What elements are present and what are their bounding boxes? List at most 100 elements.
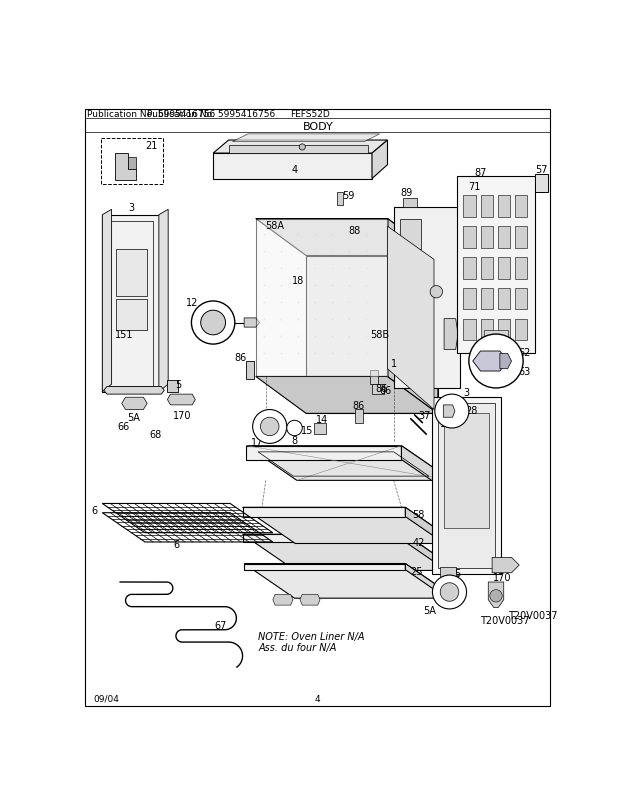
Circle shape: [201, 311, 226, 335]
Text: 62: 62: [518, 347, 531, 358]
Text: 16: 16: [264, 421, 275, 430]
Polygon shape: [432, 398, 502, 574]
Polygon shape: [244, 564, 456, 598]
Text: 8: 8: [291, 435, 298, 446]
Polygon shape: [159, 210, 168, 392]
Text: 3: 3: [464, 387, 469, 397]
Text: 151: 151: [440, 418, 459, 428]
Text: 5A: 5A: [423, 605, 436, 615]
Polygon shape: [515, 227, 527, 249]
Polygon shape: [167, 381, 179, 392]
Text: 28: 28: [465, 405, 477, 415]
Text: 63: 63: [518, 367, 531, 377]
Text: 58: 58: [412, 509, 425, 520]
Circle shape: [469, 334, 523, 388]
Circle shape: [192, 302, 235, 345]
Polygon shape: [213, 154, 372, 180]
Polygon shape: [497, 289, 510, 310]
Polygon shape: [443, 405, 455, 418]
Text: 15: 15: [301, 426, 313, 435]
Text: 88: 88: [349, 226, 361, 236]
Polygon shape: [104, 387, 164, 395]
Text: 42: 42: [412, 537, 425, 547]
Text: T20V0037: T20V0037: [508, 610, 557, 620]
Polygon shape: [273, 594, 293, 606]
Polygon shape: [403, 199, 417, 208]
Polygon shape: [463, 196, 476, 218]
Polygon shape: [515, 196, 527, 218]
Polygon shape: [117, 250, 148, 296]
Polygon shape: [400, 289, 421, 311]
Ellipse shape: [428, 241, 444, 267]
Polygon shape: [480, 227, 493, 249]
Polygon shape: [458, 177, 534, 354]
Polygon shape: [337, 192, 342, 205]
Polygon shape: [102, 216, 159, 392]
Polygon shape: [400, 219, 421, 250]
Text: 89: 89: [401, 188, 413, 197]
Text: 170: 170: [173, 411, 192, 420]
Text: Publication No: 5995416756: Publication No: 5995416756: [148, 110, 275, 119]
Polygon shape: [355, 409, 363, 423]
Polygon shape: [489, 582, 503, 608]
Polygon shape: [255, 219, 388, 377]
Polygon shape: [372, 385, 384, 395]
Polygon shape: [402, 446, 452, 495]
Polygon shape: [500, 354, 511, 369]
Text: 58B: 58B: [370, 330, 389, 339]
Polygon shape: [371, 371, 378, 385]
Circle shape: [286, 421, 303, 436]
Polygon shape: [484, 330, 508, 345]
Text: 68: 68: [149, 430, 161, 439]
Polygon shape: [497, 196, 510, 218]
Polygon shape: [388, 219, 438, 414]
Circle shape: [440, 583, 459, 602]
Polygon shape: [115, 154, 136, 180]
Polygon shape: [247, 446, 402, 460]
Polygon shape: [405, 535, 458, 578]
Polygon shape: [244, 318, 260, 328]
Text: 87: 87: [474, 168, 487, 178]
Polygon shape: [497, 319, 510, 341]
Polygon shape: [463, 289, 476, 310]
Polygon shape: [497, 227, 510, 249]
Text: 67: 67: [215, 620, 227, 630]
Polygon shape: [515, 257, 527, 279]
Polygon shape: [232, 135, 379, 143]
Polygon shape: [128, 158, 136, 169]
Polygon shape: [405, 508, 458, 553]
Circle shape: [435, 395, 469, 428]
Text: NOTE: Oven Liner N/A: NOTE: Oven Liner N/A: [258, 630, 365, 641]
Polygon shape: [497, 257, 510, 279]
Text: BODY: BODY: [303, 122, 333, 132]
Text: 17: 17: [251, 437, 264, 448]
Text: 66: 66: [380, 385, 392, 395]
Polygon shape: [480, 319, 493, 341]
Text: 37: 37: [418, 411, 431, 420]
Text: 86: 86: [375, 383, 388, 394]
Polygon shape: [444, 413, 489, 529]
Text: Ass. du four N/A: Ass. du four N/A: [258, 642, 337, 652]
Text: 6: 6: [174, 539, 180, 549]
Polygon shape: [492, 557, 520, 573]
Polygon shape: [472, 351, 508, 371]
Circle shape: [433, 575, 467, 610]
Text: 3: 3: [129, 203, 135, 213]
Text: 86: 86: [352, 400, 364, 411]
Polygon shape: [229, 146, 368, 154]
Text: 4: 4: [315, 694, 321, 703]
Polygon shape: [255, 377, 438, 414]
Circle shape: [253, 410, 287, 444]
Text: 25: 25: [410, 566, 423, 577]
Polygon shape: [167, 395, 195, 405]
Polygon shape: [306, 256, 438, 414]
Polygon shape: [122, 398, 148, 410]
Polygon shape: [515, 289, 527, 310]
Polygon shape: [463, 257, 476, 279]
Polygon shape: [405, 564, 456, 605]
Text: 57: 57: [534, 165, 547, 175]
Text: 1: 1: [391, 358, 397, 368]
Polygon shape: [300, 594, 320, 606]
Polygon shape: [480, 289, 493, 310]
Polygon shape: [400, 257, 421, 281]
